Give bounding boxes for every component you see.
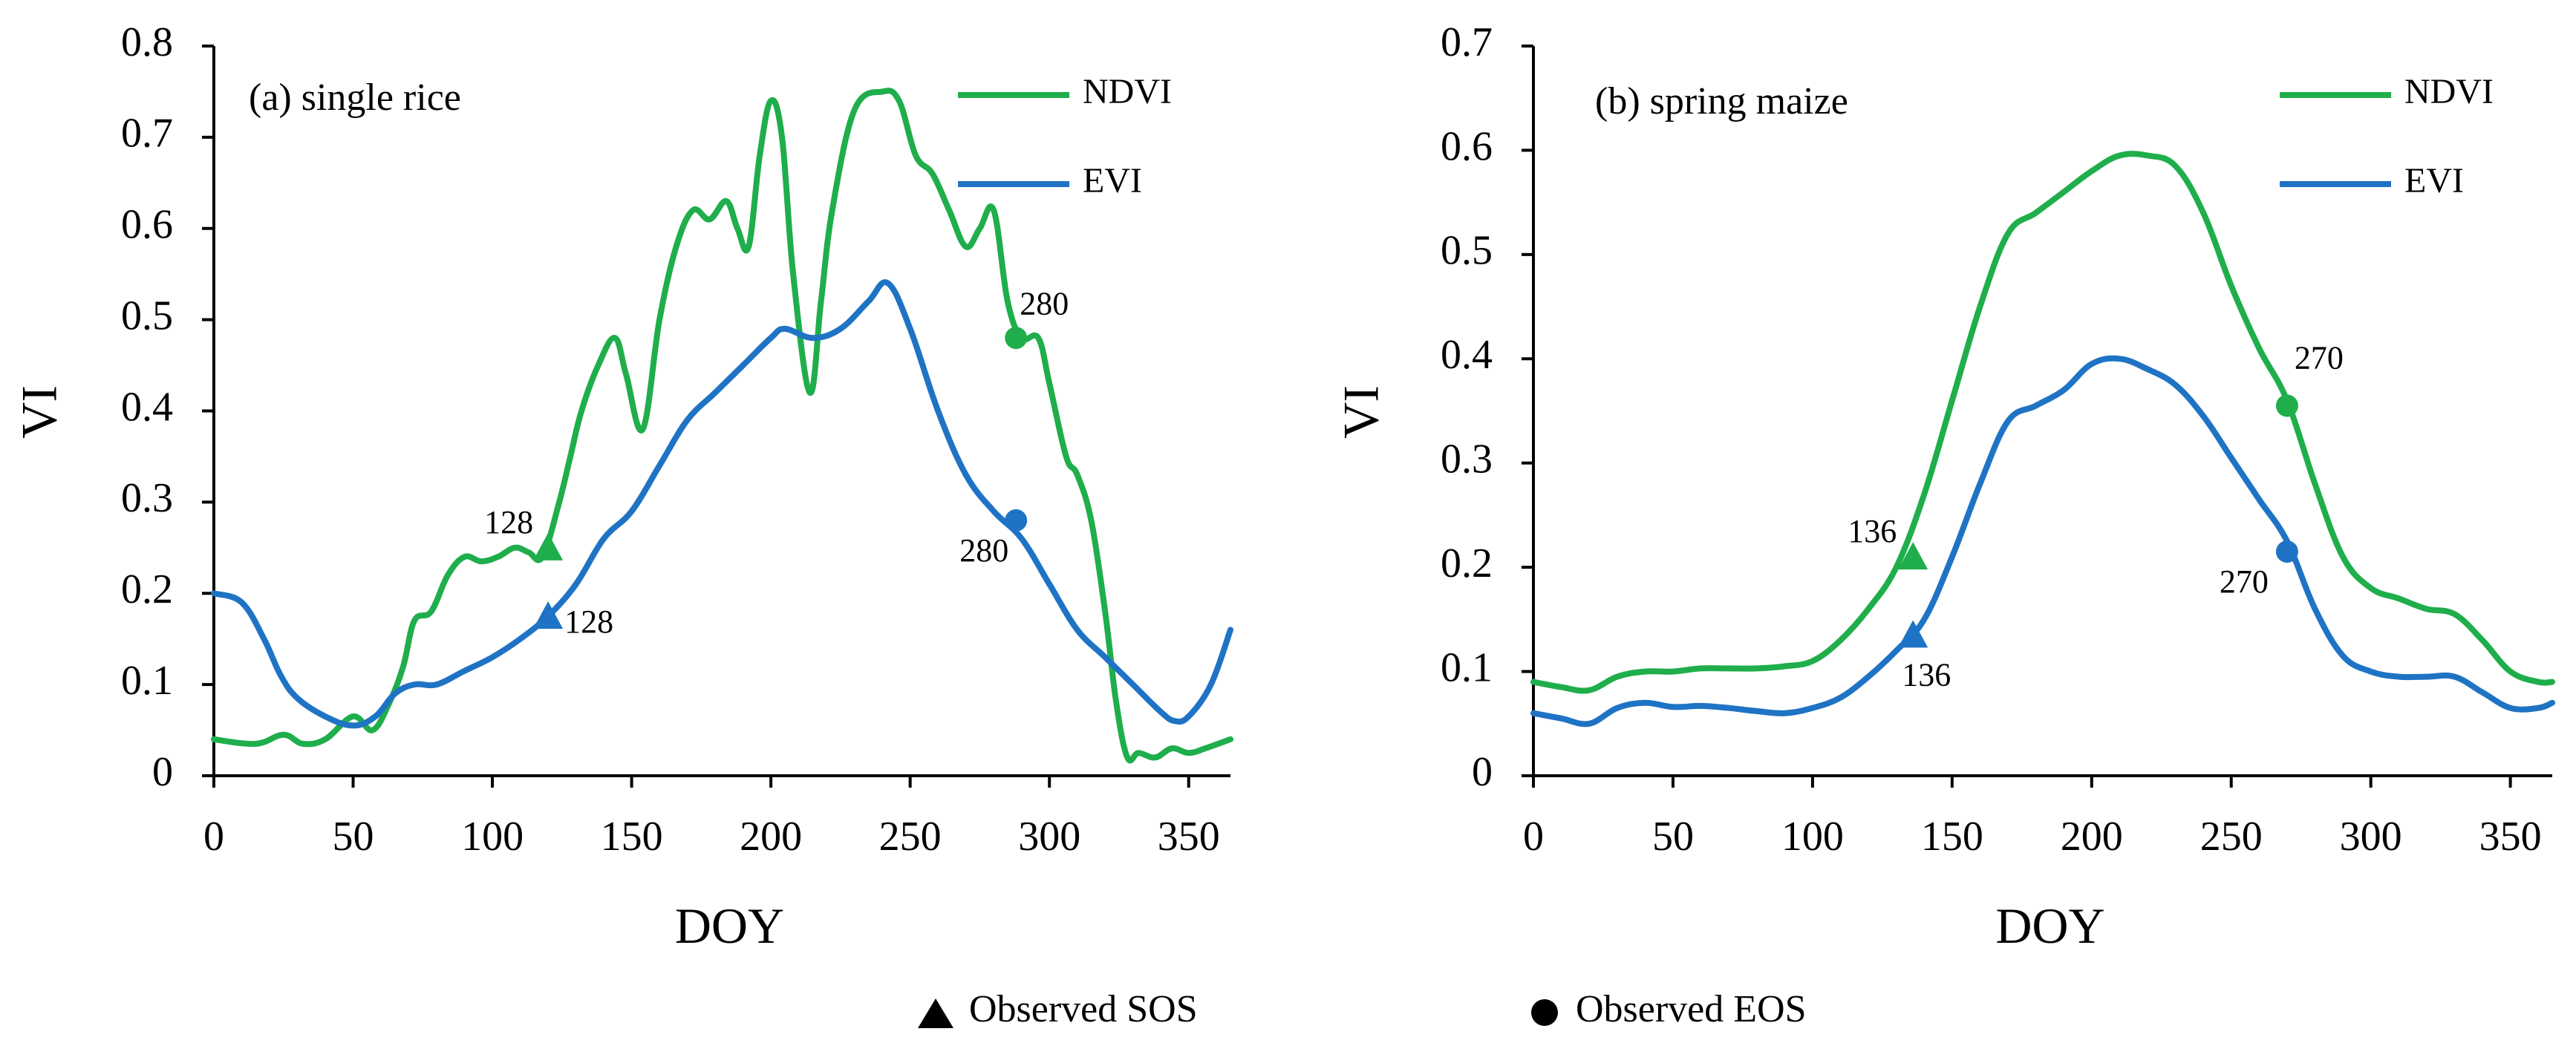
marker-annotation: 136	[1848, 513, 1897, 549]
marker-annotation: 270	[2220, 563, 2269, 600]
y-tick-label: 0	[152, 749, 173, 795]
y-tick-label: 0.3	[121, 475, 173, 521]
legend-label-ndvi: NDVI	[1083, 72, 1172, 111]
marker-annotation: 136	[1902, 657, 1951, 693]
y-tick-label: 0.6	[1441, 123, 1493, 169]
x-tick-label: 50	[1652, 814, 1694, 860]
x-tick-label: 50	[333, 814, 374, 860]
y-tick-label: 0.1	[1441, 644, 1493, 690]
sos-marker-ndvi	[533, 532, 564, 560]
marker-annotation: 128	[484, 504, 533, 540]
y-tick-label: 0	[1472, 749, 1493, 795]
x-axis-title: DOY	[1995, 897, 2104, 954]
x-tick-label: 200	[740, 814, 802, 860]
y-tick-label: 0.8	[121, 19, 173, 65]
y-tick-label: 0.6	[121, 202, 173, 248]
y-tick-label: 0.5	[121, 292, 173, 339]
sos-marker-evi	[1898, 620, 1928, 648]
y-tick-label: 0.3	[1441, 437, 1493, 483]
eos-marker-evi	[1005, 509, 1028, 532]
y-tick-label: 0.2	[121, 566, 173, 612]
x-tick-label: 200	[2061, 814, 2123, 860]
y-tick-label: 0.4	[121, 384, 173, 430]
marker-annotation: 128	[564, 604, 613, 640]
x-tick-label: 0	[203, 814, 224, 860]
x-tick-label: 100	[1781, 814, 1844, 860]
x-tick-label: 0	[1523, 814, 1544, 860]
sos-marker-evi	[533, 601, 564, 629]
bottom-legend: Observed SOS Observed EOS	[918, 988, 1807, 1030]
marker-annotation: 270	[2295, 340, 2344, 376]
eos-marker-ndvi	[2275, 394, 2298, 417]
y-tick-label: 0.4	[1441, 332, 1493, 378]
eos-legend-label: Observed EOS	[1576, 988, 1807, 1030]
series-line-ndvi	[1530, 151, 2555, 694]
y-tick-label: 0.1	[121, 658, 173, 704]
panel-single-rice: 0 50 100 150 200 250 300 350 0 0.1 0.2 0.3 0.4 0.5 0.6…	[11, 19, 1233, 954]
series-line-evi	[1530, 355, 2555, 728]
y-tick-label: 0.5	[1441, 228, 1493, 274]
eos-marker-evi	[2275, 540, 2298, 563]
x-tick-label: 250	[2200, 814, 2263, 860]
y-tick-label: 0.2	[1441, 540, 1493, 586]
eos-legend-circle-marker	[1531, 999, 1558, 1026]
x-tick-label: 300	[1018, 814, 1080, 860]
x-tick-label: 300	[2340, 814, 2402, 860]
x-tick-label: 350	[2479, 814, 2542, 860]
panel-title: (a) single rice	[249, 76, 461, 119]
x-tick-label: 150	[1921, 814, 1983, 860]
panel-title: (b) spring maize	[1595, 80, 1848, 122]
x-axis-title: DOY	[675, 897, 784, 954]
sos-legend-triangle-marker	[918, 998, 953, 1028]
legend-label-evi: EVI	[1083, 161, 1142, 200]
marker-annotation: 280	[1020, 285, 1069, 321]
y-axis-title: VI	[11, 385, 68, 439]
sos-legend-label: Observed SOS	[969, 988, 1198, 1030]
series-line-ndvi	[211, 88, 1233, 764]
eos-marker-ndvi	[1005, 327, 1028, 350]
marker-annotation: 280	[959, 532, 1008, 569]
x-tick-label: 100	[461, 814, 524, 860]
y-axis-title: VI	[1333, 385, 1389, 439]
x-tick-label: 350	[1158, 814, 1220, 860]
legend-label-evi: EVI	[2404, 161, 2464, 200]
y-tick-label: 0.7	[1441, 19, 1493, 65]
x-tick-label: 250	[879, 814, 942, 860]
legend-label-ndvi: NDVI	[2404, 72, 2494, 111]
panel-spring-maize: 0 50 100 150 200 250 300 350 0 0.1 0.2 0.3 0.4 0.5 0.6…	[1333, 19, 2555, 954]
y-tick-label: 0.7	[121, 111, 173, 157]
series-line-evi	[211, 279, 1233, 729]
sos-marker-ndvi	[1898, 542, 1928, 570]
x-tick-label: 150	[601, 814, 663, 860]
